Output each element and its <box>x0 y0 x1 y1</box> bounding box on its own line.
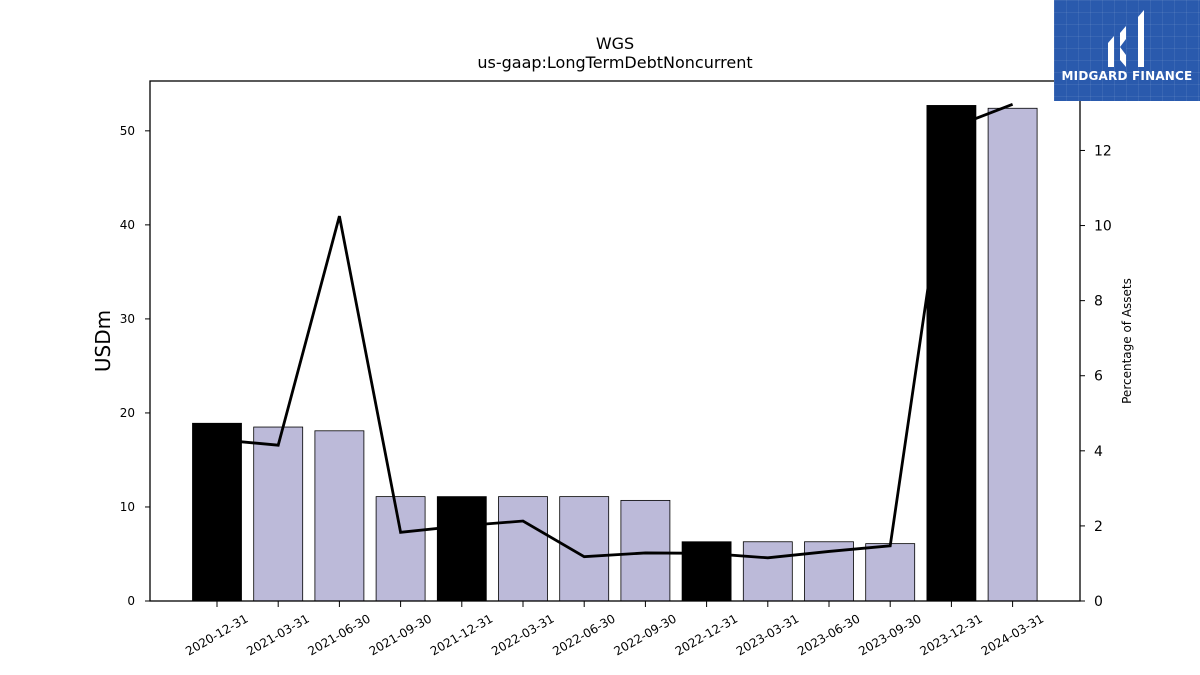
x-tick-label: 2021-09-30 <box>367 611 434 658</box>
bar-2022-03-31 <box>498 496 548 602</box>
bar-2023-12-31 <box>926 105 977 602</box>
x-tick-label: 2023-06-30 <box>795 611 862 658</box>
x-tick-label: 2021-03-31 <box>244 611 311 658</box>
y-axis-left: 0 10 20 30 40 50 <box>120 124 150 608</box>
y2-tick-label: 6 <box>1094 369 1103 385</box>
midgard-finance-logo: MIDGARD FINANCE <box>1054 0 1200 101</box>
y2-tick-label: 8 <box>1094 294 1103 310</box>
bar-2021-09-30 <box>375 496 426 602</box>
bar-2021-12-31 <box>436 496 487 602</box>
plot-frame <box>149 80 1081 602</box>
y2-axis-label: Percentage of Assets <box>1120 278 1134 404</box>
y-tick-label: 50 <box>120 124 135 138</box>
y-tick-label: 20 <box>120 406 135 420</box>
y-tick-label: 30 <box>120 312 135 326</box>
percentage-line-layer <box>216 102 1014 560</box>
bar-2023-09-30 <box>865 543 916 602</box>
y2-tick-label: 10 <box>1094 219 1112 235</box>
x-tick-label: 2022-12-31 <box>673 611 740 658</box>
y-tick-label: 0 <box>127 594 135 608</box>
x-tick-label: 2021-12-31 <box>428 611 495 658</box>
x-tick-label: 2023-03-31 <box>734 611 801 658</box>
bar-2024-03-31 <box>987 107 1038 602</box>
bar-2022-12-31 <box>681 541 732 602</box>
y2-tick-label: 2 <box>1094 519 1103 535</box>
x-tick-label: 2023-12-31 <box>917 611 984 658</box>
midgard-logo-mark-icon <box>1108 10 1144 67</box>
bar-2021-03-31 <box>253 426 304 602</box>
bar-2022-06-30 <box>559 496 610 602</box>
y2-tick-label: 0 <box>1094 594 1103 610</box>
x-tick-label: 2020-12-31 <box>183 611 250 658</box>
bar-2022-09-30 <box>620 499 671 602</box>
x-tick-label: 2024-03-31 <box>979 611 1046 658</box>
y-tick-label: 40 <box>120 218 135 232</box>
percentage-line <box>216 102 1014 560</box>
bar-2023-03-31 <box>742 541 793 602</box>
x-tick-label: 2022-06-30 <box>550 611 617 658</box>
x-tick-label: 2022-09-30 <box>611 611 678 658</box>
x-tick-label: 2022-03-31 <box>489 611 556 658</box>
y2-tick-label: 4 <box>1094 444 1103 460</box>
x-tick-label: 2023-09-30 <box>856 611 923 658</box>
y-axis-label: USDm <box>91 310 115 372</box>
chart-title: WGS <box>596 34 634 53</box>
y2-tick-label: 12 <box>1094 143 1112 159</box>
bar-2021-06-30 <box>314 430 365 602</box>
y-tick-label: 10 <box>120 500 135 514</box>
y-axis-right: 0 2 4 6 8 10 12 <box>1080 143 1112 610</box>
x-tick-label: 2021-06-30 <box>305 611 372 658</box>
bars-layer <box>192 105 1038 602</box>
logo-text: MIDGARD FINANCE <box>1061 69 1193 83</box>
bar-2020-12-31 <box>192 422 242 602</box>
x-axis: 2020-12-312021-03-312021-06-302021-09-30… <box>183 601 1046 658</box>
chart-subtitle: us-gaap:LongTermDebtNoncurrent <box>477 53 752 72</box>
